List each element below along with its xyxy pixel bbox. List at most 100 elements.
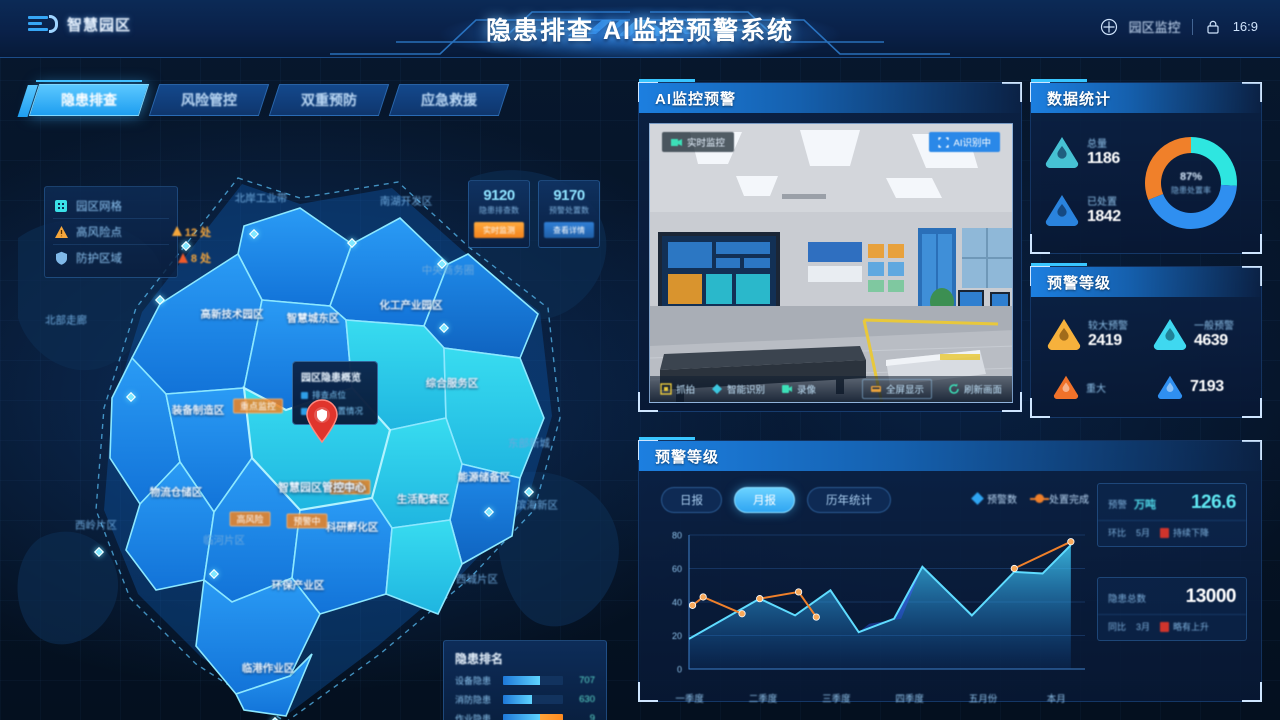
video-tool-capture[interactable]: 抓拍	[660, 382, 695, 396]
map-region-label[interactable]: 北岸工业带	[234, 192, 288, 205]
map-region-label[interactable]: 临港作业区	[241, 662, 295, 675]
map-region-label[interactable]: 中央商务圈	[421, 264, 475, 277]
map-stat-card-0[interactable]: 9120 隐患排查数 实时监测	[468, 180, 530, 248]
legend-item-2[interactable]: 防护区域 8 处	[53, 245, 211, 271]
map-region-label[interactable]: 智慧城东区	[286, 312, 340, 325]
map-tag[interactable]: 预警中	[286, 513, 328, 529]
level-item-0[interactable]: 较大预警 2419	[1047, 317, 1128, 350]
legend-item-value: 12 处	[171, 224, 211, 240]
level-item-3[interactable]: 7193	[1157, 375, 1224, 399]
logo-mark-icon	[28, 13, 58, 35]
chart-ytick-label: 60	[672, 564, 682, 574]
chart-stat-card-0[interactable]: 预警 万吨 126.6 环比 5月 持续下降	[1097, 483, 1247, 547]
stat-item-0: 总量 1186	[1045, 135, 1120, 168]
donut-segment[interactable]	[1145, 137, 1191, 200]
chart-data-point[interactable]	[699, 593, 707, 601]
map-tab-0[interactable]: 隐患排查	[28, 84, 150, 116]
map-pin-icon[interactable]	[305, 399, 339, 448]
map-region-label[interactable]: 高新技术园区	[200, 308, 264, 321]
chart-data-point[interactable]	[738, 610, 746, 618]
map-tag[interactable]: 高风险	[229, 511, 271, 527]
map-stat-button[interactable]: 查看详情	[544, 222, 594, 238]
map-stat-label: 隐患排查数	[479, 206, 519, 215]
map-region-label[interactable]: 滨海新区	[516, 499, 558, 512]
warning-small-icon	[171, 226, 182, 236]
map-region-label[interactable]: 能源储备区	[457, 471, 511, 484]
map-region-label[interactable]: 科研孵化区	[325, 521, 379, 534]
chart-xtick-label: 三季度	[822, 694, 851, 705]
area-line-chart[interactable]: 0 20 40 60 80	[653, 527, 1093, 695]
donut-svg	[1145, 137, 1237, 229]
video-tool-record[interactable]: 录像	[781, 382, 816, 396]
plus-circle-icon[interactable]	[1100, 18, 1118, 36]
chart-legend-item-1[interactable]: 处置完成	[1030, 491, 1089, 506]
chart-data-point[interactable]	[1067, 538, 1075, 546]
map-region-label[interactable]: 装备制造区	[171, 404, 225, 417]
chart-data-point[interactable]	[1010, 564, 1018, 573]
lock-icon[interactable]	[1204, 18, 1222, 36]
video-overlay-left[interactable]: 实时监控	[662, 132, 735, 152]
video-tool-fullscreen[interactable]: 全屏显示	[861, 379, 932, 399]
map-region-label[interactable]: 西岭片区	[75, 519, 117, 532]
chart-tab-2[interactable]: 历年统计	[807, 487, 891, 513]
ranking-row-name: 消防隐患	[455, 695, 492, 705]
ranking-row-fill	[503, 695, 532, 704]
map-region-label[interactable]: 南湖开发区	[379, 195, 433, 208]
chart-data-point[interactable]	[688, 601, 697, 609]
map-tab-3[interactable]: 应急救援	[388, 84, 510, 116]
map-region-label[interactable]: 综合服务区	[425, 377, 479, 390]
map-tab-1[interactable]: 风险管控	[148, 84, 270, 116]
stat-item-value: 1186	[1087, 150, 1120, 167]
header-right-label[interactable]: 园区监控	[1128, 20, 1181, 35]
donut-segment[interactable]	[1148, 184, 1237, 229]
map-region-label[interactable]: 临河片区	[203, 534, 245, 547]
chart-stat-top: 隐患总数 13000	[1098, 578, 1246, 614]
map-tab-2[interactable]: 双重预防	[268, 84, 390, 116]
map-region-label[interactable]: 物流仓储区	[149, 486, 203, 499]
legend-item-1[interactable]: 高风险点 12 处	[53, 219, 211, 245]
map-region-label[interactable]: 生活配套区	[396, 493, 450, 506]
legend-value-text: 12 处	[184, 226, 211, 239]
legend-value-text: 8 处	[190, 253, 211, 265]
legend-item-value: 8 处	[177, 250, 211, 266]
chart-stat-card-1[interactable]: 隐患总数 13000 同比 3月 略有上升	[1097, 577, 1247, 641]
video-feed[interactable]: 实时监控 AI识别中 抓拍 智能识别 录像	[649, 123, 1013, 403]
chart-data-point[interactable]	[756, 595, 764, 603]
map-region-label[interactable]: 东部新城	[508, 437, 550, 450]
map-region-label[interactable]: 环保产业区	[271, 579, 325, 592]
brand-logo[interactable]: 智慧园区	[28, 13, 131, 35]
map-region-label[interactable]: 北部走廊	[45, 314, 87, 327]
ranking-row-bar	[503, 695, 563, 704]
ranking-rows: 设备隐患 707 消防隐患 630 作业隐患 9	[455, 674, 595, 720]
corner-bl	[638, 392, 658, 412]
map-stat-button[interactable]: 实时监测	[474, 222, 524, 238]
level-item-label: 一般预警	[1194, 321, 1234, 332]
chart-tab-0[interactable]: 日报	[661, 487, 722, 513]
video-tool-ai[interactable]: 智能识别	[711, 382, 765, 396]
video-overlay-right[interactable]: AI识别中	[928, 132, 1000, 152]
level-panel-title: 预警等级	[1047, 274, 1112, 292]
video-overlay-right-label: AI识别中	[953, 138, 991, 149]
chart-legend-item-0[interactable]: 预警数	[971, 491, 1017, 506]
video-tool-refresh[interactable]: 刷新画面	[948, 382, 1002, 396]
chart-stat-bottom: 同比 3月 略有上升	[1098, 614, 1246, 640]
corner-bl	[638, 682, 658, 702]
stat-item-text: 已处置 1842	[1087, 193, 1121, 226]
scan-icon	[937, 136, 949, 148]
donut-chart[interactable]: 87% 隐患处置率	[1135, 127, 1247, 239]
legend-item-0[interactable]: 园区网格	[53, 193, 169, 219]
map-tag[interactable]: 已整改	[329, 479, 371, 495]
donut-segment[interactable]	[1191, 137, 1237, 186]
chart-line-segment	[691, 595, 743, 615]
capture-icon	[660, 383, 672, 395]
chart-tab-1[interactable]: 月报	[734, 487, 795, 513]
level-item-1[interactable]: 一般预警 4639	[1153, 317, 1234, 350]
map-tag[interactable]: 重点监控	[232, 398, 284, 414]
chart-data-point[interactable]	[812, 613, 820, 621]
map-region-label[interactable]: 化工产业园区	[379, 299, 443, 312]
map-region-label[interactable]: 西城片区	[456, 573, 498, 586]
level-item-2[interactable]: 重大	[1053, 375, 1106, 399]
tooltip-row-0: 排查点位	[301, 389, 369, 401]
map-stat-card-1[interactable]: 9170 预警处置数 查看详情	[538, 180, 600, 248]
chart-data-point[interactable]	[795, 588, 803, 596]
